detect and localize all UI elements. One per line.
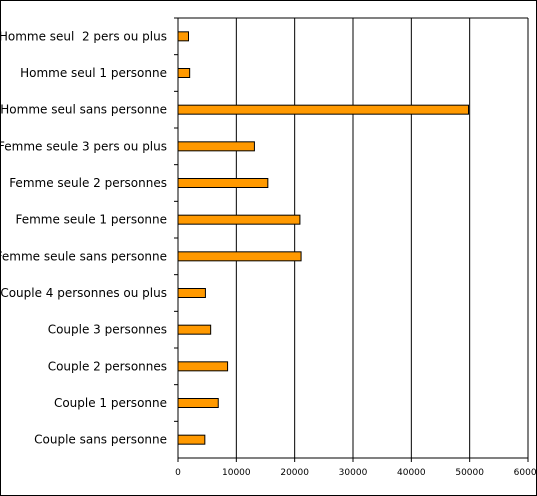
- category-label: Femme seule 3 pers ou plus: [0, 139, 167, 153]
- bar: [177, 288, 206, 298]
- x-tick-label: 30000: [339, 468, 368, 478]
- bar: [177, 251, 302, 262]
- bar: [177, 324, 212, 335]
- x-tick-label: 50000: [455, 468, 484, 478]
- category-label: Femme seule 1 personne: [15, 213, 167, 227]
- x-tick-label: 40000: [397, 468, 426, 478]
- bar: [177, 178, 269, 188]
- category-label: Couple 3 personnes: [48, 323, 167, 337]
- x-tick-label: 20000: [280, 468, 309, 478]
- category-label: Homme seul 2 pers ou plus: [0, 29, 167, 43]
- category-label: Couple 4 personnes ou plus: [0, 286, 167, 300]
- category-label: Couple 1 personne: [54, 396, 167, 410]
- category-label: Homme seul 1 personne: [20, 66, 167, 80]
- category-label: Femme seule sans personne: [0, 249, 167, 263]
- bar: [177, 361, 229, 372]
- bar: [177, 398, 219, 408]
- category-label: Femme seule 2 personnes: [9, 176, 167, 190]
- bar: [177, 434, 206, 445]
- axes: [174, 17, 529, 462]
- bar: [177, 31, 189, 42]
- bar: [177, 141, 255, 152]
- category-labels: Homme seul 2 pers ou plus Homme seul 1 pe…: [0, 29, 167, 446]
- bars: [177, 31, 469, 445]
- x-tick-label: 60000: [514, 468, 537, 478]
- gridlines: [235, 18, 529, 458]
- bar: [177, 104, 469, 115]
- x-tick-labels: 0 10000 20000 30000 40000 50000 60000: [175, 468, 537, 478]
- category-label: Homme seul sans personne: [0, 103, 167, 117]
- category-label: Couple sans personne: [34, 433, 167, 447]
- bar: [177, 214, 301, 225]
- x-tick-label: 0: [175, 468, 181, 478]
- bar: [177, 68, 191, 78]
- category-label: Couple 2 personnes: [48, 359, 167, 373]
- x-tick-label: 10000: [222, 468, 251, 478]
